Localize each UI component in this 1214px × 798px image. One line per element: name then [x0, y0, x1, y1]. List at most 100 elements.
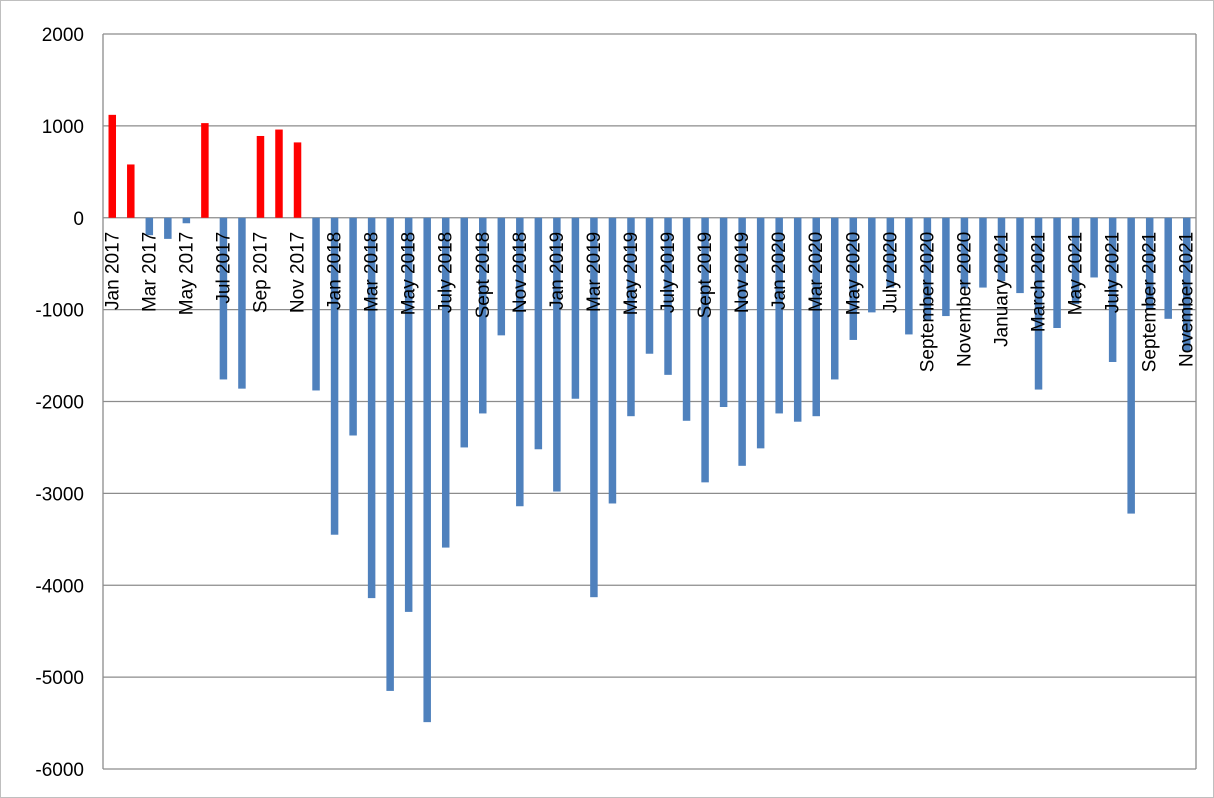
bar	[293, 142, 302, 218]
bar	[182, 217, 191, 224]
bar	[849, 217, 858, 340]
x-tick-label: May 2021	[1066, 232, 1087, 315]
x-tick-label: May 2018	[399, 232, 420, 315]
bar	[553, 217, 561, 492]
bar	[942, 217, 950, 317]
bar	[423, 217, 431, 723]
bar	[905, 217, 913, 335]
bar	[627, 217, 635, 417]
bar	[256, 135, 265, 218]
x-tick-label: Jan 2018	[325, 232, 346, 310]
bar	[1145, 217, 1154, 310]
x-tick-label: March 2021	[1029, 232, 1050, 332]
x-tick-label: May 2019	[621, 232, 642, 315]
bar	[682, 217, 691, 421]
bar	[238, 217, 246, 389]
x-tick-label: Mar 2018	[362, 232, 383, 312]
bar	[775, 217, 783, 414]
x-tick-label: Mar 2017	[139, 232, 160, 312]
x-tick-label: Jul 2017	[213, 232, 234, 304]
bar	[1053, 217, 1061, 328]
y-tick-label: -1000	[35, 301, 84, 322]
bar	[497, 217, 506, 336]
y-tick-label: -4000	[35, 576, 84, 597]
bar	[1127, 217, 1135, 514]
x-tick-label: Jan 2019	[547, 232, 568, 310]
bar	[349, 217, 357, 436]
bar	[201, 123, 209, 218]
bar	[404, 217, 413, 612]
bar	[664, 217, 672, 375]
bar	[1016, 217, 1024, 294]
x-tick-label: Sept 2019	[695, 232, 716, 319]
x-tick-label: Jan 2017	[102, 232, 123, 310]
bar	[868, 217, 876, 313]
gridlines	[102, 33, 1197, 770]
bar	[1071, 217, 1080, 305]
bar	[1164, 217, 1172, 319]
x-tick-label: Sep 2017	[250, 232, 271, 313]
y-tick-label: -5000	[35, 668, 84, 689]
bar	[756, 217, 765, 449]
bar	[312, 217, 320, 391]
bar	[960, 217, 969, 289]
x-tick-label: November 2020	[954, 232, 975, 367]
bar	[479, 217, 487, 414]
x-tick-label: September 2021	[1140, 232, 1161, 373]
bar	[145, 217, 154, 236]
bar	[108, 114, 117, 218]
bar	[330, 217, 339, 535]
bar	[608, 217, 617, 504]
bar	[164, 217, 172, 239]
y-tick-label: -3000	[35, 484, 84, 505]
y-axis-ticks: 2000 1000 0 -1000 -2000 -3000 -4000 -5000 -6000	[35, 25, 84, 781]
x-tick-label: Mar 2019	[584, 232, 605, 312]
bar	[645, 217, 654, 354]
bar	[127, 164, 135, 218]
y-tick-label: -6000	[35, 760, 84, 781]
bar	[590, 217, 598, 598]
bar	[219, 217, 228, 380]
y-tick-label: -2000	[35, 393, 84, 414]
y-tick-label: 2000	[42, 25, 84, 46]
bar	[367, 217, 376, 599]
x-tick-label: Jan 2020	[769, 232, 790, 310]
bar	[275, 129, 283, 218]
bar	[738, 217, 746, 466]
x-tick-label: July 2020	[880, 232, 901, 313]
x-tick-label: May 2017	[176, 232, 197, 315]
y-tick-label: 0	[73, 209, 84, 230]
x-tick-label: Nov 2019	[732, 232, 753, 313]
x-tick-label: Nov 2018	[510, 232, 531, 313]
x-tick-label: July 2019	[658, 232, 679, 313]
bar	[1108, 217, 1117, 362]
x-axis-ticks: Jan 2017 Mar 2017 May 2017 Jul 2017 Sep 2017…	[102, 232, 1197, 373]
x-tick-label: July 2021	[1103, 232, 1124, 313]
bar	[886, 217, 895, 288]
x-tick-label: Nov 2017	[288, 232, 309, 313]
bar	[516, 217, 524, 507]
bar	[1090, 217, 1098, 278]
x-tick-label: Sept 2018	[473, 232, 494, 319]
bar	[793, 217, 802, 422]
bars	[108, 114, 1191, 723]
bar	[571, 217, 580, 399]
x-tick-label: January 2021	[991, 232, 1012, 347]
bar	[923, 217, 932, 321]
bar	[386, 217, 394, 691]
bar	[701, 217, 709, 483]
x-tick-label: September 2020	[917, 232, 938, 373]
bar	[441, 217, 450, 548]
bar	[719, 217, 728, 408]
bar	[1034, 217, 1043, 390]
bar	[979, 217, 987, 288]
bar	[534, 217, 543, 450]
bar	[1182, 217, 1191, 351]
bar	[460, 217, 468, 448]
bar	[812, 217, 820, 417]
x-tick-label: Mar 2020	[806, 232, 827, 312]
bar	[997, 217, 1006, 282]
